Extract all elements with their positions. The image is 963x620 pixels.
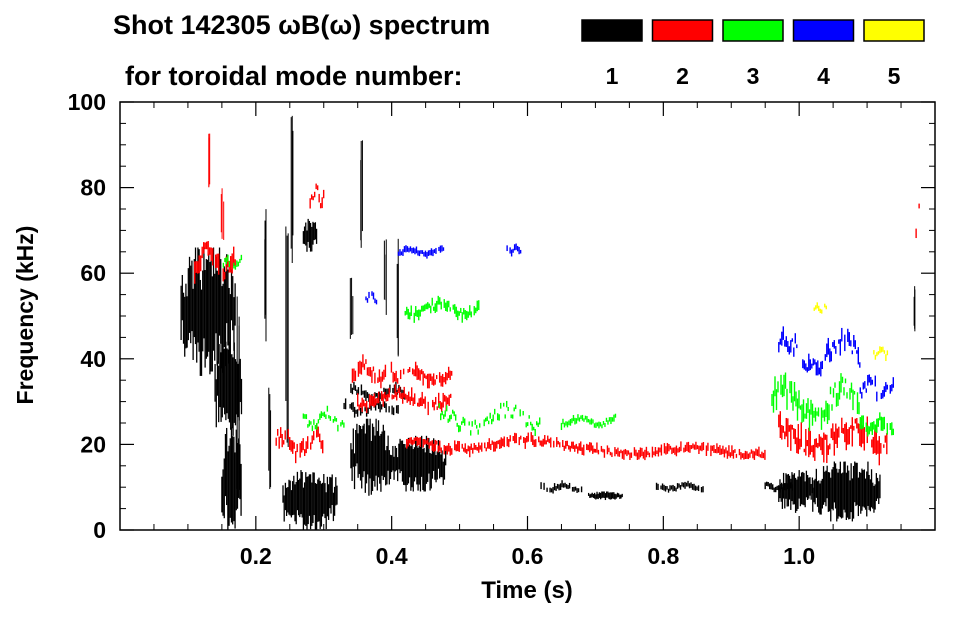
y-tick-label: 20 — [80, 431, 106, 457]
legend-label-2: 2 — [676, 63, 689, 89]
y-tick-label: 60 — [80, 260, 106, 286]
legend-label-3: 3 — [747, 63, 760, 89]
legend-swatch-2 — [651, 19, 714, 42]
chart-title-line-2: for toroidal mode number: — [125, 61, 463, 91]
y-tick-label: 0 — [93, 517, 106, 543]
data-marks — [180, 115, 920, 530]
x-tick-label: 0.6 — [512, 543, 544, 569]
series-1 — [180, 115, 916, 530]
chart-title-line-1: Shot 142305 ωB(ω) spectrum — [113, 10, 490, 40]
axes: 0.2 0.4 0.6 0.8 1.0 0 20 40 60 80 100 — [68, 89, 935, 569]
x-axis-label: Time (s) — [481, 577, 573, 604]
legend: 1 2 3 4 5 — [581, 19, 925, 89]
series-5 — [813, 302, 889, 362]
y-axis-label: Frequency (kHz) — [12, 226, 38, 405]
legend-swatch-3 — [722, 19, 784, 42]
legend-swatch-1 — [581, 19, 643, 42]
legend-label-1: 1 — [606, 63, 619, 89]
y-tick-label: 40 — [80, 346, 106, 372]
legend-label-4: 4 — [817, 63, 830, 89]
legend-label-5: 5 — [888, 63, 901, 89]
x-tick-label: 0.2 — [240, 543, 272, 569]
x-tick-label: 1.0 — [783, 543, 815, 569]
y-tick-label: 100 — [68, 89, 106, 115]
plot-area — [180, 115, 920, 530]
legend-swatch-4 — [792, 19, 855, 42]
y-tick-label: 80 — [80, 175, 106, 201]
x-tick-label: 0.4 — [376, 543, 408, 569]
x-tick-label: 0.8 — [647, 543, 679, 569]
plot-frame — [119, 101, 936, 531]
series-4 — [365, 243, 894, 402]
legend-swatch-5 — [863, 19, 925, 42]
series-3 — [222, 254, 894, 437]
series-2 — [194, 133, 920, 466]
